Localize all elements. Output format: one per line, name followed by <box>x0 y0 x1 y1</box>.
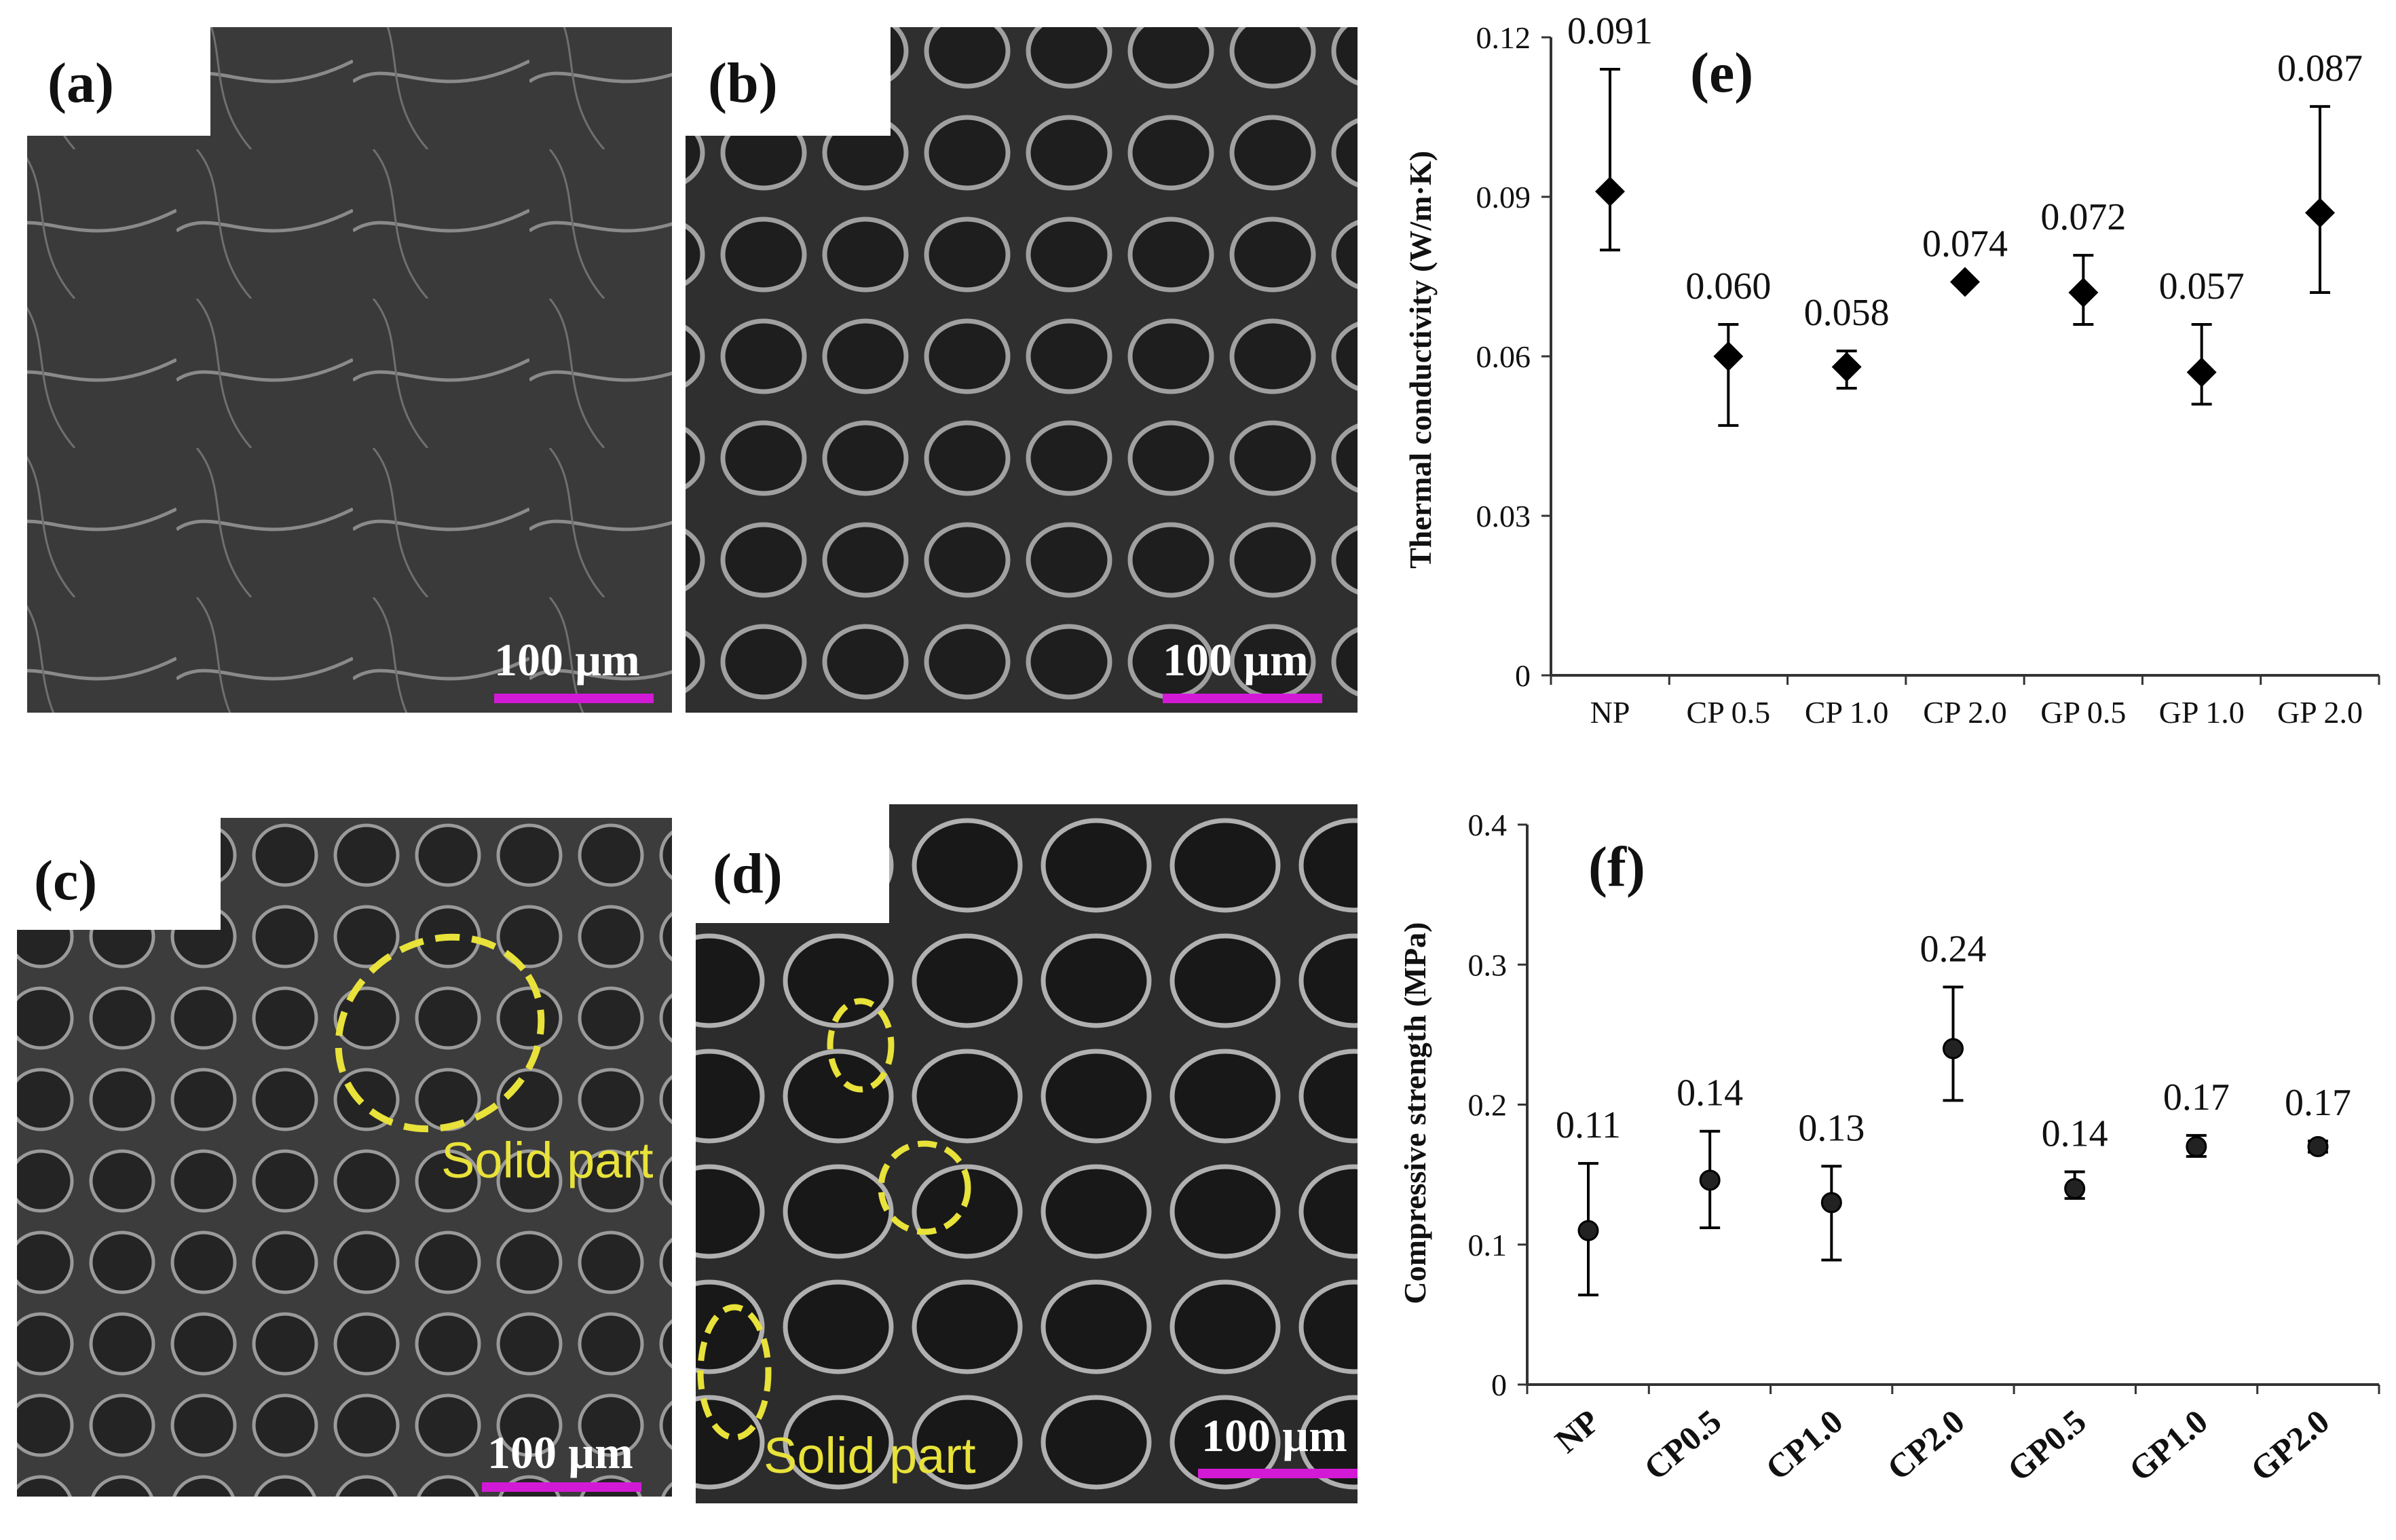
micrograph-a: (a) 100 µm <box>27 27 672 713</box>
chart-f-x-tick-label: GP2.0 <box>2243 1402 2336 1489</box>
chart-e-y-tick-label: 0.06 <box>1476 339 1531 374</box>
chart-e-data-point <box>2068 278 2099 307</box>
chart-f-x-tick-label: GP0.5 <box>2000 1402 2093 1489</box>
chart-e-data-label: 0.074 <box>1922 223 2008 265</box>
chart-e-thermal-conductivity: (e) Thermal conductivity (W/m·K) 0 0.03 0.… <box>1403 10 2380 730</box>
chart-f-data-point <box>2307 1135 2329 1157</box>
chart-f-data-label: 0.17 <box>2163 1076 2230 1119</box>
chart-e-data-point <box>1595 176 1625 207</box>
scale-bar-b <box>1163 694 1322 703</box>
chart-f-data-label: 0.11 <box>1556 1104 1621 1146</box>
chart-e-data-label: 0.072 <box>2040 196 2126 238</box>
chart-e-y-axis-title: Thermal conductivity (W/m·K) <box>1403 151 1438 569</box>
label-box-b <box>686 27 891 136</box>
panel-label-f: (f) <box>1588 835 1645 899</box>
chart-e-y-tick-label: 0.09 <box>1476 180 1531 214</box>
panel-label-e: (e) <box>1690 41 1753 105</box>
scale-bar-label-b: 100 µm <box>1163 634 1309 686</box>
annotation-solid-part-d: Solid part <box>764 1427 976 1484</box>
chart-e-data-point <box>2305 198 2335 228</box>
chart-f-y-tick-label: 0.4 <box>1468 808 1508 842</box>
chart-e-data-point <box>1950 267 1980 297</box>
chart-f-x-tick-label: CP1.0 <box>1758 1402 1850 1488</box>
chart-e-data-label: 0.058 <box>1804 292 1890 334</box>
scale-bar-label-d: 100 µm <box>1201 1410 1347 1461</box>
sem-image-c <box>17 818 672 1497</box>
chart-f-data-label: 0.14 <box>1677 1072 1743 1114</box>
annotation-solid-part-c: Solid part <box>441 1132 654 1188</box>
chart-e-x-tick-label: GP 1.0 <box>2159 695 2245 730</box>
chart-e-x-tick-label: NP <box>1590 695 1630 730</box>
chart-f-y-tick-label: 0.2 <box>1468 1088 1508 1123</box>
chart-f-data-label: 0.13 <box>1798 1107 1865 1149</box>
chart-f-data-label: 0.24 <box>1920 928 1987 970</box>
chart-f-data-point <box>2186 1135 2207 1157</box>
chart-f-data-label: 0.14 <box>2042 1113 2108 1155</box>
chart-f-y-axis-title: Compressive strength (MPa) <box>1398 922 1432 1304</box>
chart-e-data-label: 0.091 <box>1567 10 1653 52</box>
chart-f-data-point <box>1699 1169 1721 1191</box>
chart-e-x-tick-label: GP 0.5 <box>2040 695 2126 730</box>
chart-e-y-tick-label: 0.12 <box>1476 20 1531 55</box>
chart-f-y-tick-label: 0.3 <box>1468 947 1508 982</box>
scale-bar-label-a: 100 µm <box>494 634 640 686</box>
panel-label-c: (c) <box>34 849 97 912</box>
chart-f-y-tick-label: 0 <box>1491 1368 1507 1402</box>
solid-part-circle-d1 <box>827 998 895 1093</box>
chart-e-data-label: 0.057 <box>2159 265 2245 307</box>
micrograph-d: (d) Solid part 100 µm <box>696 804 1358 1503</box>
solid-part-circle-c <box>335 933 545 1133</box>
chart-f-compressive-strength: (f) Compressive strength (MPa) 0 0.1 0.2 0.… <box>1398 808 2380 1489</box>
scale-bar-label-c: 100 µm <box>487 1427 633 1478</box>
chart-f-x-tick-label: CP0.5 <box>1636 1402 1728 1488</box>
chart-f-data-point <box>1577 1220 1599 1241</box>
panel-label-d: (d) <box>713 842 783 905</box>
sem-image-a <box>27 27 672 713</box>
chart-f-x-tick-label: GP1.0 <box>2122 1402 2215 1489</box>
solid-part-circle-d3 <box>697 1304 772 1441</box>
chart-e-x-tick-label: GP 2.0 <box>2277 695 2363 730</box>
chart-e-data-label: 0.087 <box>2277 48 2363 90</box>
chart-e-y-tick-label: 0 <box>1515 658 1531 693</box>
chart-f-y-tick-label: 0.1 <box>1468 1228 1508 1262</box>
label-box-d <box>696 804 889 923</box>
chart-f-x-tick-label: NP <box>1548 1402 1607 1461</box>
chart-e-data-point <box>2186 357 2217 388</box>
label-box-a <box>27 27 210 136</box>
scale-bar-c <box>482 1482 641 1492</box>
chart-f-data-label: 0.17 <box>2285 1082 2351 1124</box>
label-box-c <box>17 818 221 930</box>
chart-f-data-point <box>1820 1192 1842 1214</box>
chart-e-data-point <box>1713 341 1744 371</box>
panel-label-a: (a) <box>48 52 114 115</box>
micrograph-c: (c) Solid part 100 µm <box>17 818 672 1497</box>
chart-e-y-tick-label: 0.03 <box>1476 499 1531 533</box>
micrograph-b: (b) 100 µm <box>686 27 1358 713</box>
chart-e-x-tick-label: CP 1.0 <box>1805 695 1889 730</box>
chart-e-x-tick-label: CP 0.5 <box>1687 695 1771 730</box>
chart-e-data-label: 0.060 <box>1685 265 1771 307</box>
scale-bar-a <box>494 694 654 703</box>
chart-f-data-point <box>1943 1038 1964 1059</box>
chart-e-x-tick-label: CP 2.0 <box>1923 695 2007 730</box>
chart-f-x-tick-label: CP2.0 <box>1880 1402 1972 1488</box>
solid-part-circle-d2 <box>878 1140 971 1235</box>
sem-image-b <box>686 27 1358 713</box>
panel-label-b: (b) <box>708 52 778 115</box>
chart-f-data-point <box>2064 1178 2086 1199</box>
scale-bar-d <box>1198 1469 1358 1478</box>
chart-e-data-point <box>1831 352 1862 382</box>
